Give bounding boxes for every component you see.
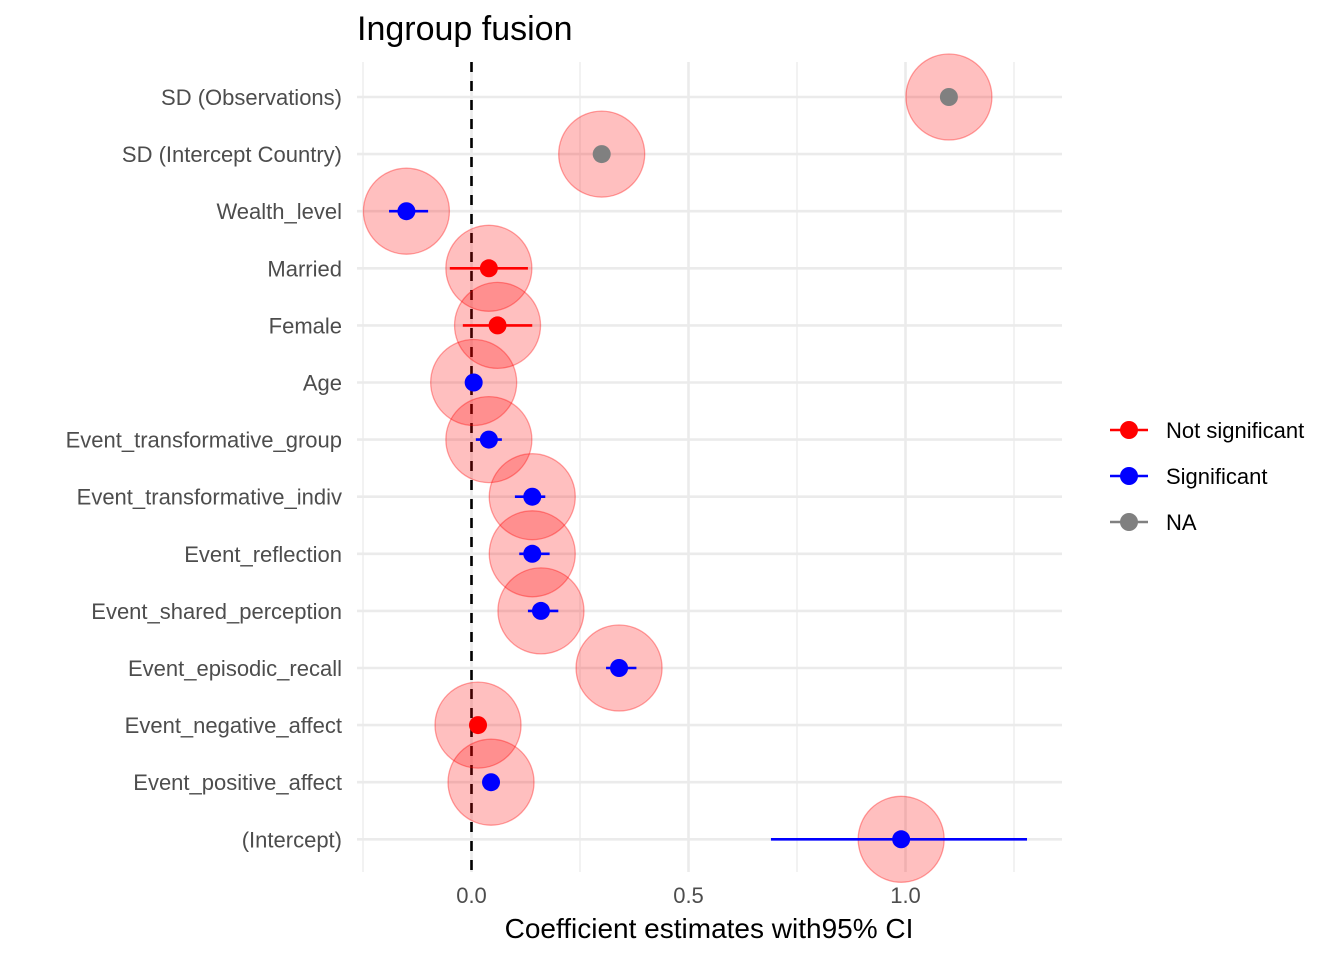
bubble-markers: [362, 53, 993, 883]
estimate-point: [464, 373, 483, 392]
estimate-point: [531, 601, 550, 620]
estimate-point: [482, 773, 501, 792]
y-tick-label: Event_positive_affect: [133, 770, 342, 795]
x-tick-labels: 0.0 0.5 1.0: [456, 883, 921, 908]
estimate-point: [892, 830, 911, 849]
y-tick-label: Event_negative_affect: [125, 713, 342, 738]
y-tick-label: (Intercept): [242, 827, 342, 852]
y-tick-label: Female: [269, 313, 342, 338]
y-tick-label: Event_reflection: [184, 542, 342, 567]
estimate-point: [523, 487, 542, 506]
y-tick-label: SD (Intercept Country): [122, 142, 342, 167]
y-tick-label: Event_episodic_recall: [128, 656, 342, 681]
legend-item: Significant: [1110, 464, 1268, 489]
legend-key-point: [1120, 421, 1138, 439]
x-tick-label: 1.0: [890, 883, 921, 908]
estimate-point: [592, 145, 611, 164]
legend-key-point: [1120, 513, 1138, 531]
legend-label: NA: [1166, 510, 1197, 535]
estimate-point: [610, 659, 629, 677]
estimate-point: [488, 316, 507, 335]
estimate-points: [397, 88, 958, 849]
legend-label: Significant: [1166, 464, 1268, 489]
x-tick-label: 0.0: [456, 883, 487, 908]
chart-title: Ingroup fusion: [357, 10, 573, 48]
estimate-point: [479, 259, 498, 278]
y-tick-label: Married: [267, 256, 342, 281]
legend-item: NA: [1110, 510, 1197, 535]
y-tick-label: Event_transformative_group: [66, 428, 342, 453]
legend: Not significant Significant NA: [1110, 418, 1304, 535]
legend-label: Not significant: [1166, 418, 1304, 443]
x-tick-label: 0.5: [673, 883, 704, 908]
y-tick-label: Wealth_level: [216, 199, 342, 224]
estimate-point: [397, 202, 416, 221]
x-axis-title: Coefficient estimates with95% CI: [505, 913, 914, 944]
y-tick-label: Event_transformative_indiv: [77, 485, 342, 510]
estimate-point: [479, 430, 498, 449]
legend-item: Not significant: [1110, 418, 1304, 443]
estimate-point: [469, 716, 488, 735]
y-tick-label: SD (Observations): [161, 85, 342, 110]
estimate-point: [523, 544, 542, 563]
legend-key-point: [1120, 467, 1138, 485]
estimate-point: [939, 88, 958, 106]
y-tick-label: Event_shared_perception: [91, 599, 342, 624]
y-tick-label: Age: [303, 371, 342, 396]
y-tick-labels: SD (Observations) SD (Intercept Country) W…: [66, 85, 342, 852]
